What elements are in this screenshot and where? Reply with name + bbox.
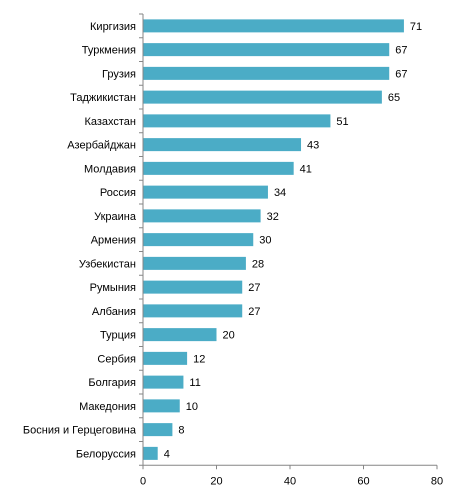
bar-7 <box>143 185 268 199</box>
x-tick-label-4: 80 <box>431 475 443 487</box>
category-label-10: Узбекистан <box>79 258 136 270</box>
bar-12 <box>143 304 243 318</box>
value-label-5: 43 <box>307 140 319 152</box>
bar-8 <box>143 209 261 223</box>
bar-2 <box>143 66 390 80</box>
value-label-9: 30 <box>259 235 271 247</box>
bar-1 <box>143 43 390 57</box>
bar-9 <box>143 233 254 247</box>
category-label-8: Украина <box>94 211 137 223</box>
labels-layer: Киргизия 71 Туркмения 67 Грузия 67 Таджикистан… <box>23 21 443 487</box>
bar-14 <box>143 351 188 365</box>
bar-5 <box>143 138 302 152</box>
value-label-10: 28 <box>252 258 264 270</box>
category-label-2: Грузия <box>102 68 136 80</box>
bars-layer <box>143 19 404 460</box>
bar-17 <box>143 423 173 437</box>
value-label-1: 67 <box>395 45 407 57</box>
value-label-13: 20 <box>223 330 235 342</box>
value-label-14: 12 <box>193 353 205 365</box>
x-tick-label-2: 40 <box>284 475 296 487</box>
x-tick-label-1: 20 <box>210 475 222 487</box>
value-label-15: 11 <box>189 377 200 389</box>
value-label-6: 41 <box>300 163 312 175</box>
value-label-7: 34 <box>274 187 286 199</box>
bar-15 <box>143 375 184 389</box>
value-label-11: 27 <box>248 282 260 294</box>
category-label-4: Казахстан <box>84 116 136 128</box>
category-label-17: Босния и Герцеговина <box>23 425 137 437</box>
category-label-11: Румыния <box>90 282 136 294</box>
value-label-3: 65 <box>388 92 400 104</box>
value-label-16: 10 <box>186 401 198 413</box>
value-label-4: 51 <box>336 116 348 128</box>
value-label-8: 32 <box>267 211 279 223</box>
bar-3 <box>143 90 382 104</box>
bar-18 <box>143 446 158 460</box>
category-label-6: Молдавия <box>84 163 136 175</box>
bar-0 <box>143 19 404 33</box>
bar-10 <box>143 256 246 270</box>
value-label-2: 67 <box>395 68 407 80</box>
category-label-18: Белоруссия <box>76 448 136 460</box>
category-label-1: Туркмения <box>82 45 136 57</box>
category-label-7: Россия <box>100 187 136 199</box>
bar-16 <box>143 399 180 413</box>
category-label-14: Сербия <box>97 353 136 365</box>
category-label-0: Киргизия <box>90 21 136 33</box>
category-label-16: Македония <box>79 401 136 413</box>
x-tick-label-3: 60 <box>357 475 369 487</box>
category-label-12: Албания <box>92 306 136 318</box>
value-label-18: 4 <box>164 448 170 460</box>
category-label-3: Таджикистан <box>70 92 136 104</box>
bar-13 <box>143 328 217 342</box>
category-label-9: Армения <box>91 235 136 247</box>
value-label-12: 27 <box>248 306 260 318</box>
value-label-0: 71 <box>410 21 422 33</box>
value-label-17: 8 <box>178 425 184 437</box>
x-tick-label-0: 0 <box>140 475 146 487</box>
axes-layer <box>139 13 438 470</box>
bar-11 <box>143 280 243 294</box>
category-label-15: Болгария <box>88 377 136 389</box>
bar-6 <box>143 161 294 175</box>
category-label-5: Азербайджан <box>67 140 136 152</box>
category-label-13: Турция <box>100 330 136 342</box>
bar-4 <box>143 114 331 128</box>
